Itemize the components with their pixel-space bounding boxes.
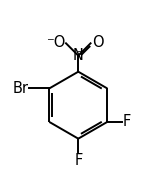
- Text: F: F: [123, 114, 131, 129]
- Text: O: O: [92, 35, 103, 50]
- Text: Br: Br: [13, 81, 29, 96]
- Text: ⁻O: ⁻O: [46, 35, 65, 50]
- Text: F: F: [74, 153, 82, 168]
- Text: +: +: [77, 47, 86, 57]
- Text: N: N: [72, 48, 83, 63]
